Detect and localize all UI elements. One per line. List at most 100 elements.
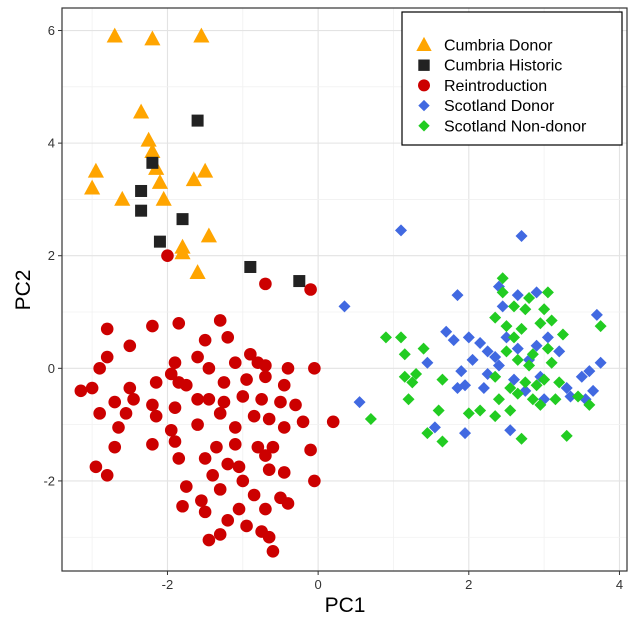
data-point: [114, 190, 131, 206]
data-point: [489, 410, 502, 423]
data-point: [217, 395, 231, 409]
data-point: [523, 291, 536, 304]
data-point: [308, 362, 321, 375]
data-point: [93, 362, 106, 375]
data-point: [496, 286, 509, 299]
data-point: [262, 412, 276, 426]
data-point: [353, 396, 366, 409]
data-point: [202, 533, 216, 547]
data-point: [587, 384, 600, 397]
data-point: [511, 353, 524, 366]
data-point: [417, 342, 430, 355]
y-tick-label: 2: [48, 248, 55, 263]
data-point: [549, 393, 562, 406]
data-point: [144, 143, 161, 158]
data-point: [428, 421, 441, 434]
data-point: [508, 300, 520, 313]
data-point: [197, 162, 214, 178]
data-point: [541, 331, 554, 344]
data-point: [504, 424, 517, 437]
data-point: [481, 345, 494, 358]
data-point: [140, 131, 157, 147]
data-point: [572, 390, 585, 403]
data-point: [308, 474, 321, 488]
data-point: [500, 345, 513, 358]
data-point: [149, 409, 163, 423]
data-point: [236, 390, 250, 403]
legend-label: Scotland Non-donor: [444, 118, 587, 135]
legend-label: Cumbria Historic: [444, 58, 562, 75]
data-point: [530, 286, 543, 299]
data-point: [172, 452, 186, 465]
data-point: [221, 514, 235, 527]
data-point: [402, 393, 415, 406]
data-point: [259, 277, 272, 291]
data-point: [395, 224, 407, 237]
data-point: [338, 300, 351, 313]
data-point: [432, 404, 445, 417]
data-point: [191, 114, 204, 127]
data-point: [504, 382, 517, 395]
legend-marker: [418, 99, 430, 112]
data-point: [526, 348, 539, 361]
data-point: [523, 359, 536, 372]
data-point: [206, 468, 219, 482]
data-point: [85, 381, 99, 395]
data-point: [496, 272, 509, 285]
data-point: [538, 303, 551, 316]
data-point: [146, 438, 159, 451]
data-point: [89, 460, 103, 474]
data-point: [508, 373, 520, 386]
data-point: [93, 407, 106, 420]
data-point: [575, 370, 588, 383]
data-point: [244, 260, 257, 273]
data-point: [500, 331, 513, 344]
data-point: [296, 415, 310, 429]
data-point: [84, 179, 101, 195]
data-point: [477, 382, 490, 395]
data-point: [289, 398, 302, 412]
data-point: [146, 398, 159, 412]
data-point: [191, 392, 204, 406]
data-point: [459, 379, 472, 392]
data-point: [504, 404, 517, 417]
data-points: [74, 27, 607, 558]
data-point: [511, 289, 524, 302]
data-point: [198, 505, 212, 519]
data-point: [213, 483, 227, 496]
data-point: [534, 398, 547, 411]
data-point: [164, 423, 178, 437]
data-point: [135, 204, 148, 217]
data-point: [534, 317, 547, 330]
data-point: [247, 409, 261, 423]
legend-box: [401, 11, 623, 146]
data-point: [146, 319, 159, 333]
axis-ticks: -2 0 2 4 -2 0 2 4 6: [43, 23, 623, 592]
legend-label: Cumbria Donor: [444, 38, 553, 55]
data-point: [421, 356, 434, 369]
data-point: [232, 502, 246, 516]
data-point: [556, 328, 569, 341]
data-point: [221, 457, 235, 471]
data-point: [202, 362, 216, 375]
y-tick-label: 4: [48, 136, 55, 151]
data-point: [191, 418, 204, 431]
data-point: [541, 286, 554, 299]
data-point: [151, 174, 169, 189]
data-point: [100, 468, 114, 482]
data-point: [112, 421, 125, 434]
data-point: [553, 376, 566, 389]
data-point: [198, 452, 212, 465]
data-point: [123, 339, 137, 353]
data-point: [266, 440, 280, 454]
data-point: [590, 308, 603, 321]
data-point: [213, 528, 227, 541]
data-point: [541, 342, 554, 355]
data-point: [146, 156, 159, 169]
data-point: [228, 421, 242, 434]
data-point: [251, 356, 265, 369]
data-point: [119, 407, 133, 420]
data-point: [583, 398, 596, 411]
data-point: [153, 235, 166, 248]
